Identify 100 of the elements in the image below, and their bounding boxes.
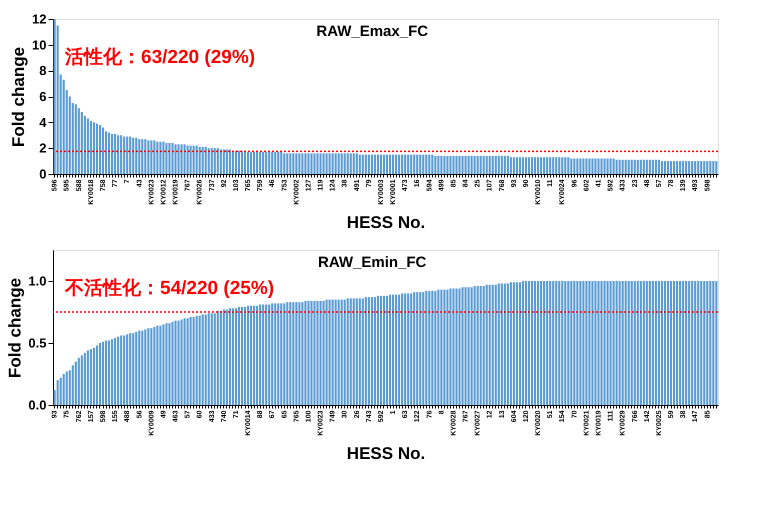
bar [135,332,138,405]
bar [238,307,240,405]
bar [316,153,319,174]
bar [90,121,92,174]
bar [591,281,594,405]
bar [573,281,576,405]
bar [461,287,464,405]
bar [468,156,470,174]
bar [440,156,442,174]
bar [328,153,331,174]
bar [658,281,660,405]
bar [72,365,74,405]
bar [277,152,280,174]
bar [66,372,68,405]
bar [129,333,132,405]
bar [129,136,132,174]
bar [340,153,343,174]
bar [634,281,636,405]
bar [585,281,588,405]
bar [543,157,546,174]
bar [295,302,298,405]
bar [534,281,536,405]
bar [425,290,428,405]
bar [664,161,666,174]
bar [474,156,476,174]
bar [168,323,171,405]
bar [120,135,122,174]
bar [700,281,702,405]
bar [374,154,376,174]
bar [165,323,168,405]
bar [244,307,246,405]
bar [96,345,98,405]
bar [238,150,240,174]
bar [524,281,528,405]
bar [685,161,688,174]
bar [428,154,430,174]
bar [144,329,146,405]
bar [240,307,244,405]
bar [204,314,207,405]
bar [313,153,316,174]
bar [204,146,207,174]
bar [141,330,144,405]
bar [292,153,294,174]
bar [597,158,600,174]
bar [350,298,352,405]
bar [286,153,288,174]
bar [307,153,310,174]
bar [640,160,642,174]
bar [298,302,300,405]
bar [576,158,578,174]
bar [552,281,554,405]
y-axis-title: Fold change [5,278,24,378]
bar [184,318,186,405]
bar [271,152,274,174]
bar [488,284,491,405]
bar [174,144,177,174]
bar [706,281,708,405]
bar [498,283,500,405]
bar [141,139,144,174]
bar [688,161,690,174]
bar [512,282,515,405]
bar [660,161,664,174]
bar [222,149,225,174]
bar [262,304,264,405]
bar [246,306,250,405]
bar [537,281,540,405]
bar [304,300,306,405]
bar [352,153,355,174]
bar [480,156,482,174]
bar [612,158,615,174]
bar [332,153,334,174]
bar [280,303,282,405]
bar [648,160,651,174]
bar [642,281,645,405]
bar [301,153,304,174]
bar [422,292,424,405]
bar [470,287,473,405]
bar [126,334,128,405]
bar [660,281,664,405]
bar [144,139,146,174]
bar [666,161,670,174]
bar [344,300,346,405]
bar [202,146,204,174]
bar [344,153,346,174]
bar [694,281,696,405]
bar [416,292,418,405]
bar [506,156,509,174]
bar [80,112,83,174]
bar [682,281,684,405]
bar [709,161,712,174]
bar [340,300,343,405]
bar [540,157,542,174]
bar [715,161,718,174]
bar [382,296,386,405]
bar [388,294,392,405]
bar [216,310,219,405]
bar [280,152,282,174]
bar [364,297,367,405]
bar [492,284,494,405]
bar [316,300,319,405]
